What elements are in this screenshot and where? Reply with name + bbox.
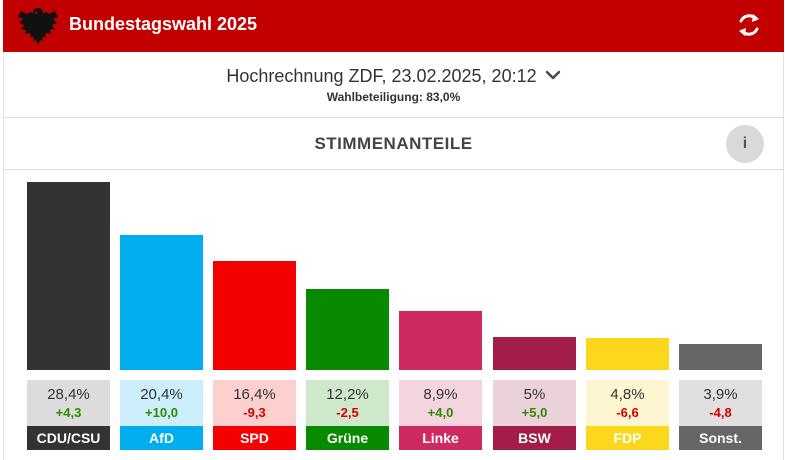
federal-eagle-icon bbox=[18, 8, 58, 45]
forecast-label: Hochrechnung ZDF, 23.02.2025, 20:12 bbox=[226, 66, 537, 86]
forecast-selector[interactable]: Hochrechnung ZDF, 23.02.2025, 20:12 Wahl… bbox=[3, 52, 784, 116]
forecast-selector-line: Hochrechnung ZDF, 23.02.2025, 20:12 bbox=[3, 66, 784, 87]
info-icon[interactable]: i bbox=[726, 125, 764, 163]
refresh-icon[interactable] bbox=[734, 10, 764, 40]
chevron-down-icon[interactable] bbox=[545, 69, 561, 81]
turnout-label: Wahlbeteiligung: 83,0% bbox=[326, 90, 461, 104]
divider bbox=[3, 117, 784, 118]
divider bbox=[3, 169, 784, 170]
app-title: Bundestagswahl 2025 bbox=[69, 14, 258, 34]
section-title: STIMMENANTEILE bbox=[314, 134, 473, 153]
header-bar: Bundestagswahl 2025 bbox=[3, 0, 784, 52]
